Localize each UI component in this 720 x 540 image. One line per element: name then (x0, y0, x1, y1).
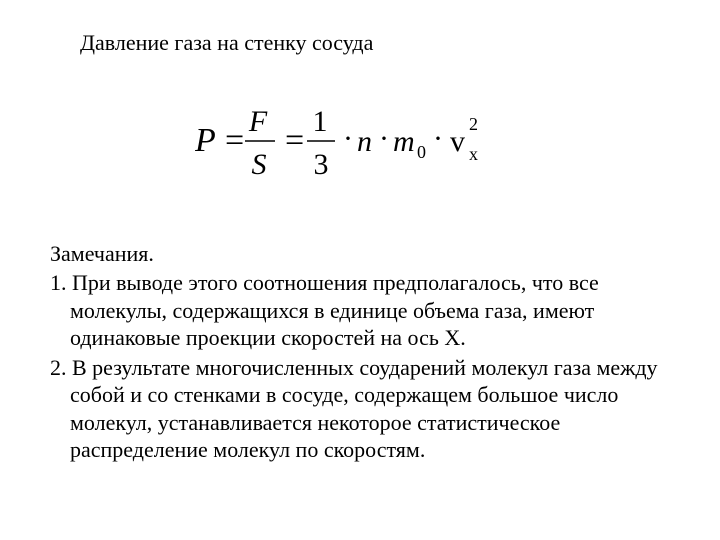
eq-dot-1: · (343, 122, 353, 155)
page-title: Давление газа на стенку сосуда (80, 30, 670, 56)
eq-m-sub: 0 (417, 142, 426, 162)
equation-svg: P = F S = 1 3 · n · m (195, 96, 525, 186)
pressure-equation: P = F S = 1 3 · n · m (50, 96, 670, 191)
eq-v-sub: x (469, 144, 478, 164)
eq-one: 1 (313, 105, 328, 138)
eq-v-sup: 2 (469, 114, 478, 134)
eq-P: P (195, 122, 216, 159)
eq-S: S (252, 148, 267, 181)
note-2: 2. В результате многочисленных соударени… (50, 354, 670, 464)
eq-v: v (450, 125, 465, 158)
notes-heading: Замечания. (50, 241, 670, 267)
document-page: Давление газа на стенку сосуда P = F S =… (0, 0, 720, 486)
eq-dot-2: · (379, 122, 389, 155)
eq-equals-1: = (225, 122, 244, 159)
eq-F: F (248, 105, 268, 138)
note-1: 1. При выводе этого соотношения предпола… (50, 269, 670, 352)
eq-n: n (357, 125, 372, 158)
eq-equals-2: = (285, 122, 304, 159)
eq-m: m (393, 125, 415, 158)
eq-dot-3: · (433, 122, 443, 155)
eq-three: 3 (314, 148, 329, 181)
